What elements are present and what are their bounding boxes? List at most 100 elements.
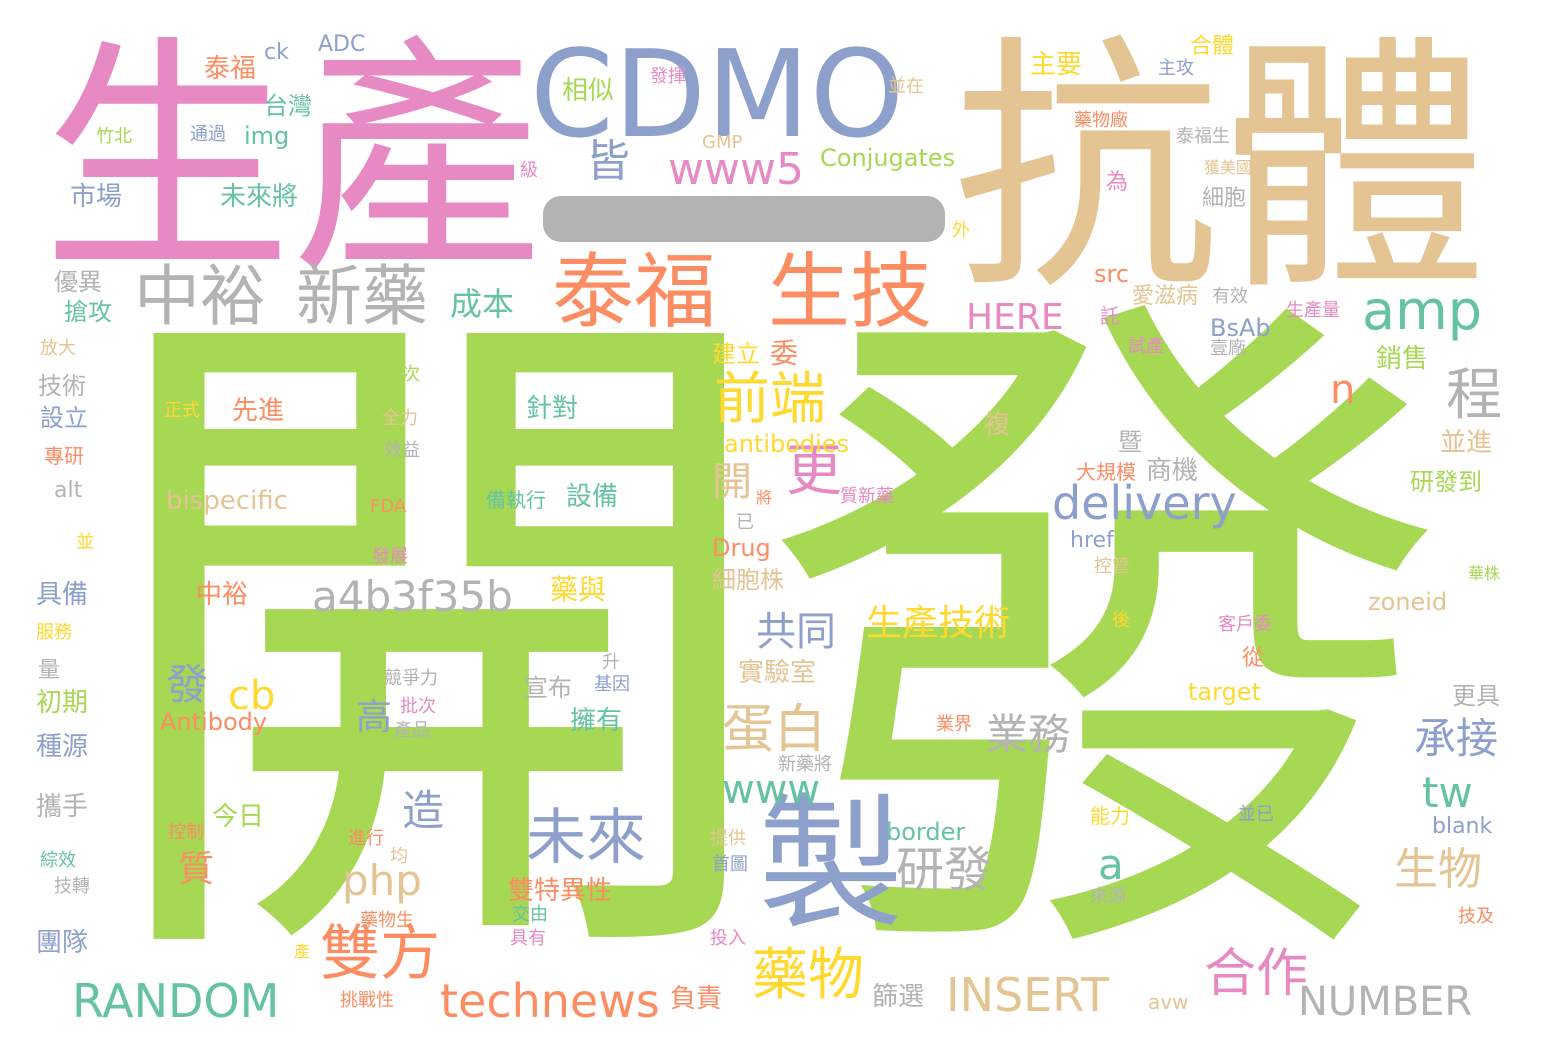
word-kai: 開 (92, 243, 782, 1046)
word-hou: 後 (1112, 610, 1130, 631)
word-zhuanyan: 專研 (44, 444, 84, 468)
word-liang: 量 (38, 658, 61, 683)
word-jun: 均 (390, 846, 408, 867)
word-daguimo: 大規模 (1076, 460, 1136, 484)
word-wai: 外 (952, 220, 970, 241)
word-laiyuan: 來源 (1090, 886, 1126, 907)
word-zhuyao: 主要 (1030, 50, 1083, 80)
word-fda: FDA (370, 496, 407, 517)
word-taifu: 泰福 (552, 245, 717, 340)
word-yanfadao: 研發到 (1410, 468, 1482, 496)
word-aizibing: 愛滋病 (1132, 284, 1199, 309)
word-a4b3f35b: a4b3f35b (312, 572, 513, 621)
word-jubei: 具備 (36, 580, 89, 610)
word-zoneid: zoneid (1368, 588, 1448, 616)
word-zhi: 製 (758, 780, 904, 950)
word-zhongyu-small: 中裕 (196, 580, 249, 610)
word-shuangteyixing: 雙特異性 (508, 876, 613, 906)
word-pici: 批次 (400, 696, 436, 717)
word-ji: 級 (520, 160, 538, 181)
word-youyi: 優異 (54, 268, 102, 296)
word-shengwu: 生物 (1394, 844, 1482, 895)
word-xiangsi: 相似 (562, 76, 615, 106)
word-kehuwei: 客戶委 (1218, 614, 1272, 635)
word-shengji: 生技 (768, 245, 933, 340)
word-taifu-small: 泰福 (204, 54, 257, 84)
word-gengju: 更具 (1452, 682, 1500, 710)
word-a: a (1098, 840, 1124, 889)
word-yanfa: 研發 (896, 842, 993, 898)
word-sheng: 升 (602, 652, 620, 673)
word-shebei: 設備 (566, 482, 619, 512)
word-gao: 高 (356, 697, 393, 738)
word-number: NUMBER (1298, 979, 1473, 1025)
word-jianli: 建立 (712, 340, 760, 368)
word-php: php (342, 856, 422, 905)
word-kongzhi: 控制 (168, 822, 204, 843)
word-tw: tw (1422, 768, 1473, 817)
word-cdmo: CDMO (530, 26, 905, 165)
word-sheli: 設立 (40, 404, 88, 432)
word-weilai: 未來 (526, 803, 646, 873)
word-cheng: 程 (1446, 363, 1502, 428)
word-chan: 產 (294, 942, 311, 961)
word-zhi-small: 質 (178, 849, 215, 890)
word-bing: 並 (76, 532, 94, 553)
word-zhongyuan: 種源 (36, 732, 89, 762)
word-bispecific: bispecific (166, 486, 288, 516)
word-alt: alt (54, 478, 83, 503)
word-xianjin: 先進 (232, 396, 285, 426)
word-amp: amp (1362, 279, 1482, 342)
word-xiaoshou: 銷售 (1376, 344, 1429, 374)
word-bingjin: 並進 (1440, 428, 1493, 458)
word-yejie: 業界 (936, 714, 972, 735)
word-insert: INSERT (946, 968, 1109, 1022)
word-shichan: 試產 (1128, 336, 1164, 357)
word-yaoyu: 藥與 (550, 573, 607, 606)
word-taifusheng: 泰福生 (1176, 126, 1230, 147)
word-fangda: 放大 (40, 338, 76, 359)
word-zhixinyao: 質新藥 (840, 486, 894, 507)
word-juyou: 具有 (510, 928, 546, 949)
word-weilaijiang: 未來將 (220, 182, 299, 212)
dash-glyph (543, 196, 945, 242)
word-gongtong: 共同 (756, 609, 836, 655)
word-xinyaojiang: 新藥將 (778, 754, 832, 775)
word-yaowu: 藥物 (752, 943, 864, 1008)
word-youxiao: 有效 (1212, 286, 1248, 307)
word-antibodies: antibodies (724, 430, 850, 458)
word-kongguan: 控管 (1094, 556, 1130, 577)
word-yi: 已 (736, 512, 754, 533)
word-qianduan: 前端 (714, 367, 826, 432)
word-geng: 更 (786, 439, 842, 504)
word-fahui: 發揮 (650, 66, 686, 87)
word-www5: www5 (668, 144, 804, 195)
word-jie: 皆 (586, 136, 630, 187)
word-shoutu: 首圖 (712, 854, 748, 875)
word-chengjie: 承接 (1414, 714, 1499, 763)
word-xibaozhu: 細胞株 (712, 566, 784, 594)
word-huomeiguo: 獲美國 (1204, 158, 1253, 177)
word-zhubei: 竹北 (96, 126, 132, 147)
word-href: href (1070, 528, 1114, 553)
word-www: www (722, 767, 821, 813)
word-cong: 從 (1242, 646, 1265, 671)
word-tiaozhanxing: 挑戰性 (340, 990, 394, 1011)
word-blank: blank (1432, 814, 1493, 839)
word-jiyin: 基因 (594, 674, 630, 695)
word-zhugong: 主攻 (1158, 58, 1194, 79)
word-shengchan: 生產 (42, 15, 542, 306)
word-tigong: 提供 (710, 828, 746, 849)
word-qianggong: 搶攻 (64, 298, 112, 326)
word-src: src (1094, 260, 1130, 288)
word-gmp: GMP (702, 132, 743, 153)
word-fu: 複 (984, 410, 1011, 440)
word-xinyao: 新藥 (296, 258, 428, 335)
word-zhongyu: 中裕 (134, 258, 266, 335)
word-chuqi: 初期 (36, 688, 89, 718)
word-hezuo: 合作 (1204, 944, 1309, 1004)
word-shuangfang: 雙方 (320, 919, 440, 989)
word-jiji: 技及 (1458, 906, 1494, 927)
word-yaowuchang: 藥物廠 (1074, 110, 1128, 131)
word-xiaoyi: 效益 (384, 440, 420, 461)
